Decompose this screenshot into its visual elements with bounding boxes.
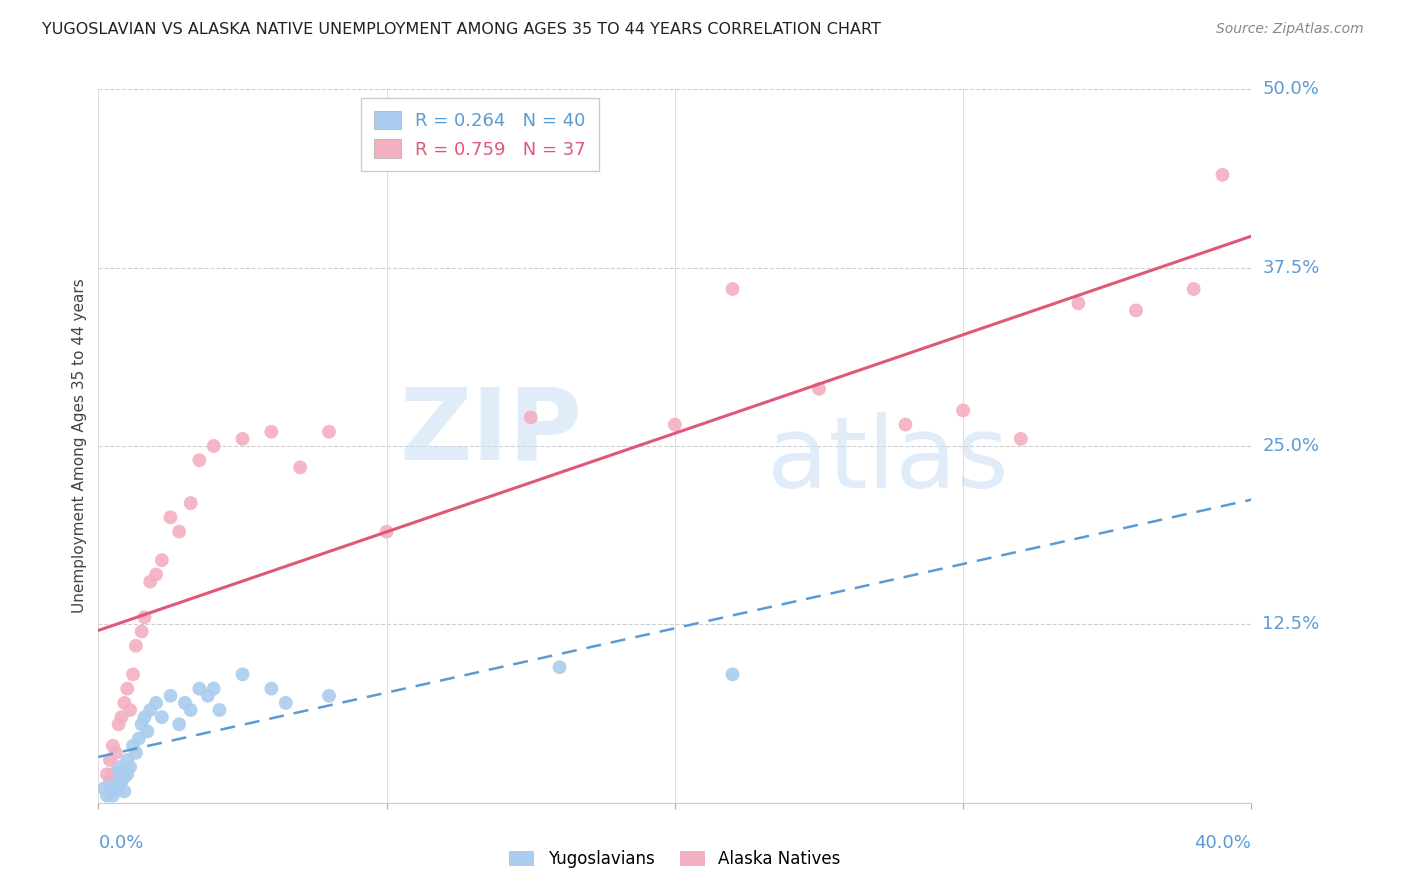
Point [167, 717, 190, 731]
Point [807, 382, 830, 396]
Point [104, 746, 127, 760]
Point [952, 403, 974, 417]
Point [134, 710, 156, 724]
Text: 40.0%: 40.0% [1195, 834, 1251, 852]
Point [98, 753, 121, 767]
Point [1212, 168, 1234, 182]
Legend: Yugoslavians, Alaska Natives: Yugoslavians, Alaska Natives [503, 844, 846, 875]
Text: Source: ZipAtlas.com: Source: ZipAtlas.com [1216, 22, 1364, 37]
Point [107, 760, 129, 774]
Point [101, 767, 124, 781]
Point [167, 524, 190, 539]
Text: 37.5%: 37.5% [1263, 259, 1320, 277]
Point [188, 681, 211, 696]
Point [98, 784, 121, 798]
Point [122, 739, 145, 753]
Point [231, 667, 254, 681]
Point [1010, 432, 1032, 446]
Point [150, 553, 173, 567]
Point [112, 784, 135, 798]
Text: atlas: atlas [768, 412, 1008, 508]
Point [120, 760, 142, 774]
Point [188, 453, 211, 467]
Point [122, 667, 145, 681]
Point [159, 510, 181, 524]
Point [174, 696, 197, 710]
Point [318, 689, 340, 703]
Point [180, 496, 202, 510]
Point [145, 567, 167, 582]
Point [664, 417, 686, 432]
Point [208, 703, 231, 717]
Point [117, 753, 138, 767]
Point [139, 703, 162, 717]
Point [107, 779, 129, 793]
Point [120, 703, 142, 717]
Point [1125, 303, 1147, 318]
Point [112, 696, 135, 710]
Point [96, 789, 118, 803]
Point [145, 696, 167, 710]
Point [375, 524, 398, 539]
Point [721, 282, 744, 296]
Point [260, 681, 283, 696]
Point [112, 770, 135, 784]
Point [202, 681, 225, 696]
Point [1067, 296, 1090, 310]
Text: YUGOSLAVIAN VS ALASKA NATIVE UNEMPLOYMENT AMONG AGES 35 TO 44 YEARS CORRELATION : YUGOSLAVIAN VS ALASKA NATIVE UNEMPLOYMEN… [42, 22, 882, 37]
Point [110, 764, 132, 779]
Point [117, 681, 138, 696]
Point [117, 767, 138, 781]
Text: 50.0%: 50.0% [1263, 80, 1319, 98]
Text: 25.0%: 25.0% [1263, 437, 1320, 455]
Legend: R = 0.264   N = 40, R = 0.759   N = 37: R = 0.264 N = 40, R = 0.759 N = 37 [361, 98, 599, 171]
Point [101, 789, 124, 803]
Point [1182, 282, 1205, 296]
Point [128, 731, 150, 746]
Text: 12.5%: 12.5% [1263, 615, 1320, 633]
Point [520, 410, 543, 425]
Point [101, 739, 124, 753]
Point [125, 746, 148, 760]
Point [107, 717, 129, 731]
Y-axis label: Unemployment Among Ages 35 to 44 years: Unemployment Among Ages 35 to 44 years [72, 278, 87, 614]
Point [139, 574, 162, 589]
Point [180, 703, 202, 717]
Point [260, 425, 283, 439]
Point [134, 610, 156, 624]
Point [548, 660, 571, 674]
Point [159, 689, 181, 703]
Point [231, 432, 254, 446]
Point [721, 667, 744, 681]
Point [125, 639, 148, 653]
Point [104, 770, 127, 784]
Point [894, 417, 917, 432]
Point [202, 439, 225, 453]
Point [274, 696, 297, 710]
Text: ZIP: ZIP [399, 384, 582, 480]
Point [110, 774, 132, 789]
Text: 0.0%: 0.0% [98, 834, 143, 852]
Point [136, 724, 159, 739]
Point [96, 767, 118, 781]
Point [110, 710, 132, 724]
Point [104, 781, 127, 796]
Point [93, 781, 115, 796]
Point [197, 689, 219, 703]
Point [150, 710, 173, 724]
Point [98, 774, 121, 789]
Point [131, 717, 153, 731]
Point [131, 624, 153, 639]
Point [290, 460, 312, 475]
Point [318, 425, 340, 439]
